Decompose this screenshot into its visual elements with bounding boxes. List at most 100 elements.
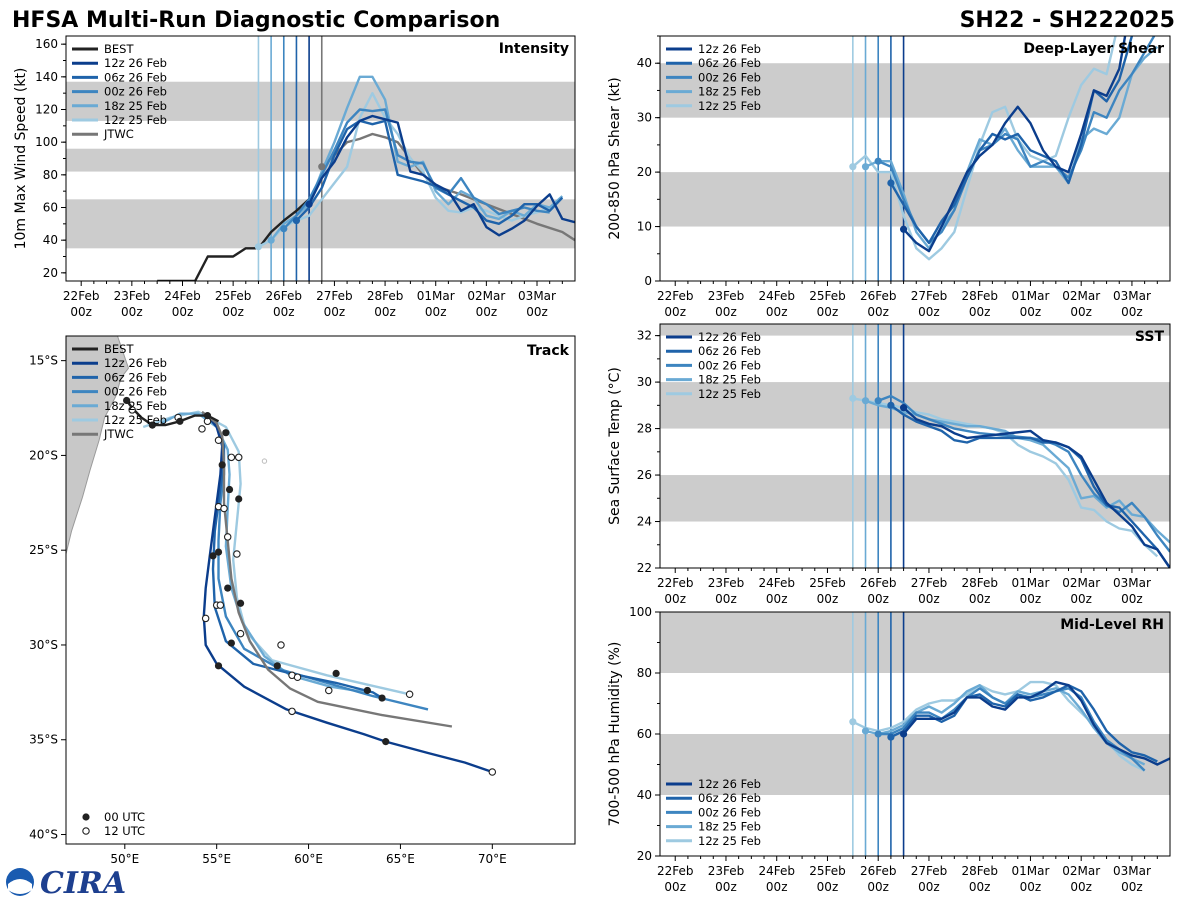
legend-label: JTWC bbox=[103, 127, 134, 141]
y-tick-label: 30 bbox=[637, 111, 652, 125]
x-tick-label: 28Feb bbox=[961, 576, 998, 590]
x-tick-label: 00z bbox=[715, 592, 737, 606]
x-tick-label: 03Mar bbox=[1113, 289, 1151, 303]
x-tick-label: 26Feb bbox=[860, 576, 897, 590]
marker-12utc bbox=[227, 453, 236, 462]
y-tick-label: 80 bbox=[637, 666, 652, 680]
x-tick-label: 00z bbox=[766, 880, 788, 894]
series-start-marker bbox=[849, 163, 857, 171]
cira-logo: CIRA bbox=[6, 866, 126, 900]
x-tick-label: 23Feb bbox=[114, 289, 151, 303]
legend-label: 12z 25 Feb bbox=[698, 387, 761, 401]
legend-label: 00z 26 Feb bbox=[698, 358, 761, 372]
jtwc-track-line bbox=[201, 410, 453, 728]
x-tick-label: 00z bbox=[476, 305, 498, 319]
x-tick-label: 28Feb bbox=[961, 864, 998, 878]
y-tick-label: 0 bbox=[644, 274, 652, 288]
marker-00utc bbox=[176, 417, 184, 425]
series-line bbox=[852, 36, 1117, 261]
x-tick-label: 25Feb bbox=[809, 576, 846, 590]
legend-label: 06z 26 Feb bbox=[698, 56, 761, 70]
series-line bbox=[902, 680, 1170, 766]
marker-00utc bbox=[123, 396, 131, 405]
marker-00utc bbox=[273, 662, 281, 670]
x-tick-label: 22Feb bbox=[657, 864, 694, 878]
x-tick-label: 00z bbox=[70, 305, 92, 319]
x-tick-label: 00z bbox=[1121, 880, 1143, 894]
y-tick-label: 120 bbox=[35, 103, 58, 117]
plot-area bbox=[660, 612, 1170, 856]
x-tick-label: 00z bbox=[1070, 592, 1092, 606]
mauritius-island bbox=[261, 458, 268, 464]
x-tick-label: 00z bbox=[664, 592, 686, 606]
x-tick-label: 01Mar bbox=[1011, 576, 1049, 590]
x-tick-label: 28Feb bbox=[961, 289, 998, 303]
x-tick-label: 65°E bbox=[386, 852, 415, 866]
y-tick-label: 28 bbox=[637, 422, 652, 436]
x-tick-label: 60°E bbox=[294, 852, 323, 866]
series-line bbox=[282, 108, 550, 230]
x-tick-label: 00z bbox=[324, 305, 346, 319]
y-tick-label: 60 bbox=[43, 201, 58, 215]
series-start-marker bbox=[899, 225, 908, 233]
x-tick-label: 70°E bbox=[478, 852, 507, 866]
legend-label: 12z 26 Feb bbox=[698, 42, 761, 56]
series-start-marker bbox=[874, 730, 882, 738]
x-tick-label: 02Mar bbox=[467, 289, 505, 303]
x-tick-label: 26Feb bbox=[860, 289, 897, 303]
legend-label: JTWC bbox=[103, 427, 134, 441]
shaded-band bbox=[660, 324, 1170, 336]
y-tick-label: 32 bbox=[637, 329, 652, 343]
x-tick-label: 22Feb bbox=[657, 289, 694, 303]
shaded-band bbox=[66, 81, 575, 121]
series-start-marker bbox=[849, 394, 857, 402]
legend-label: 12z 25 Feb bbox=[698, 99, 761, 113]
marker-00utc bbox=[214, 662, 223, 670]
y-axis-label: 10m Max Wind Speed (kt) bbox=[13, 68, 29, 250]
y-tick-label: 20°S bbox=[29, 448, 58, 462]
series-start-marker bbox=[861, 397, 870, 405]
x-tick-label: 28Feb bbox=[367, 289, 404, 303]
rh-panel: 20 40 60 80 100 22Feb 00z 23Feb 00z 24Feb 00z 25Feb… bbox=[607, 605, 1171, 894]
x-tick-label: 03Mar bbox=[1113, 864, 1151, 878]
series-start-marker bbox=[849, 718, 857, 726]
legend-label: 06z 26 Feb bbox=[104, 70, 167, 84]
y-tick-label: 160 bbox=[35, 37, 58, 51]
x-tick-label: 00z bbox=[817, 880, 839, 894]
legend-label: 18z 25 Feb bbox=[698, 373, 761, 387]
y-tick-label: 100 bbox=[35, 135, 58, 149]
marker-00utc bbox=[222, 429, 230, 437]
x-tick-label: 23Feb bbox=[708, 864, 745, 878]
y-tick-label: 26 bbox=[637, 468, 652, 482]
jtwc-start-marker bbox=[318, 163, 326, 171]
shaded-band bbox=[660, 734, 1170, 795]
legend-label: 12z 25 Feb bbox=[104, 413, 167, 427]
x-tick-label: 00z bbox=[969, 880, 991, 894]
x-tick-label: 00z bbox=[1121, 592, 1143, 606]
y-tick-label: 40°S bbox=[29, 828, 58, 842]
legend-label: 00z 26 Feb bbox=[698, 805, 761, 819]
series-start-marker bbox=[280, 225, 288, 233]
x-tick-label: 00z bbox=[817, 592, 839, 606]
axes-frame bbox=[659, 323, 1171, 569]
series-start-marker bbox=[861, 163, 870, 171]
y-tick-label: 30°S bbox=[29, 638, 58, 652]
marker-12utc bbox=[220, 504, 228, 513]
legend-label: BEST bbox=[104, 42, 134, 56]
series-start-marker bbox=[267, 236, 275, 244]
panel-title: Track bbox=[527, 343, 570, 359]
sst-panel: 22 24 26 28 30 32 22Feb 00z 23Feb 00z 24Feb 00z 25Fe… bbox=[607, 323, 1171, 606]
y-tick-label: 24 bbox=[637, 515, 652, 529]
marker-00utc bbox=[332, 669, 340, 678]
y-axis-label: Sea Surface Temp (°C) bbox=[607, 367, 623, 525]
x-tick-label: 03Mar bbox=[1113, 576, 1151, 590]
x-tick-label: 24Feb bbox=[164, 289, 201, 303]
figure-title: HFSA Multi-Run Diagnostic Comparison bbox=[12, 8, 500, 33]
y-tick-label: 15°S bbox=[29, 354, 58, 368]
marker-12utc bbox=[293, 673, 302, 681]
storm-id: SH22 - SH222025 bbox=[960, 8, 1175, 33]
marker-00utc bbox=[218, 461, 226, 469]
series-line bbox=[902, 406, 1170, 568]
marker-12utc bbox=[216, 601, 225, 609]
